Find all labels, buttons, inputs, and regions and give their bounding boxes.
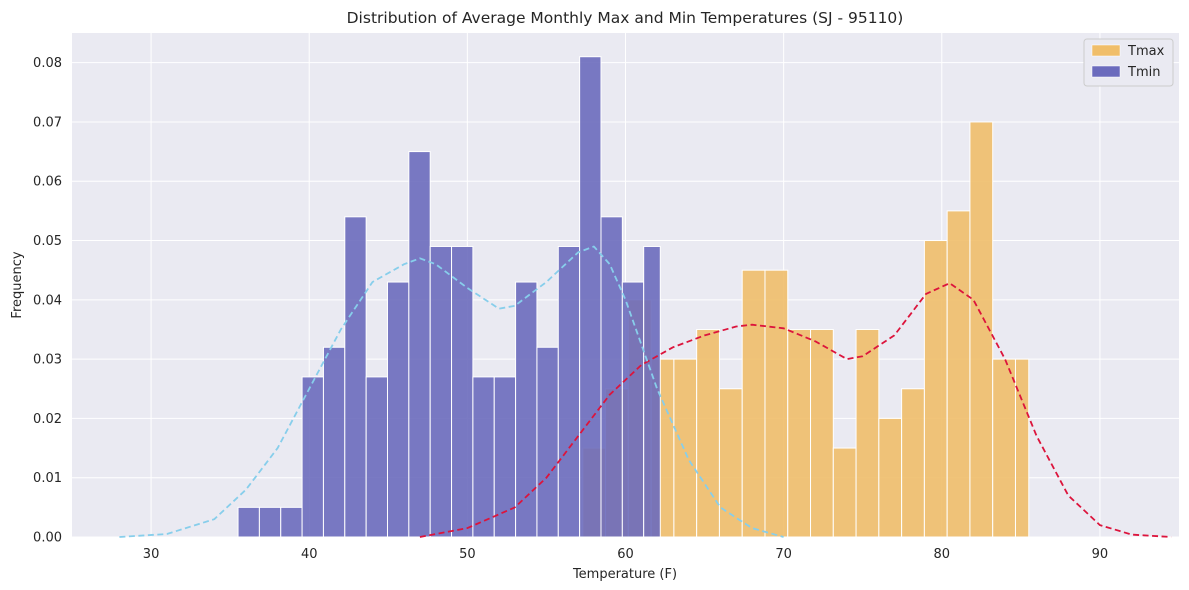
y-tick-label: 0.02 <box>33 412 62 427</box>
tmax-bar <box>969 121 994 538</box>
tmin-bar <box>258 506 282 538</box>
tmin-bar <box>515 281 538 538</box>
y-tick-label: 0.03 <box>33 353 62 368</box>
x-tick-label: 80 <box>934 547 951 562</box>
tmin-bar <box>365 376 388 538</box>
legend-label-tmax: Tmax <box>1127 44 1165 59</box>
tmin-bar <box>579 56 602 538</box>
tmax-bar <box>946 210 971 538</box>
y-tick-label: 0.07 <box>33 115 62 130</box>
tmax-bar <box>901 388 925 538</box>
y-tick-label: 0.05 <box>33 234 62 249</box>
tmin-bar <box>643 245 661 538</box>
x-tick-label: 90 <box>1092 547 1109 562</box>
legend-swatch-tmax <box>1091 44 1121 57</box>
tmin-bar <box>344 216 367 538</box>
tmax-bar <box>673 358 698 538</box>
tmin-bar <box>536 346 559 538</box>
legend: Tmax Tmin <box>1083 38 1174 87</box>
x-tick-label: 40 <box>301 547 318 562</box>
tmax-bar <box>878 417 903 538</box>
y-tick-label: 0.06 <box>33 175 62 190</box>
tmin-bar <box>301 376 324 538</box>
x-tick-label: 50 <box>459 547 476 562</box>
x-axis-label: Temperature (F) <box>572 567 677 582</box>
tmax-bar <box>1014 358 1030 538</box>
y-tick-label: 0.04 <box>33 293 62 308</box>
tmin-bar <box>493 376 517 538</box>
tmin-bar <box>600 216 623 538</box>
tmin-bar <box>280 506 303 538</box>
kde-curves <box>119 245 1172 538</box>
x-axis-ticks: 30 40 50 60 70 80 90 <box>143 547 1108 562</box>
x-tick-label: 70 <box>775 547 792 562</box>
chart-title: Distribution of Average Monthly Max and … <box>347 9 904 27</box>
y-axis-ticks: 0.00 0.01 0.02 0.03 0.04 0.05 0.06 0.07 0.08 <box>33 56 62 545</box>
tmax-bar <box>810 328 834 538</box>
x-tick-label: 60 <box>617 547 634 562</box>
tmin-kde-line <box>119 245 784 538</box>
y-tick-label: 0.08 <box>33 56 62 71</box>
tmin-bar <box>386 281 410 538</box>
tmin-bar <box>408 151 431 538</box>
x-tick-label: 30 <box>143 547 160 562</box>
tmax-kde-line <box>419 282 1172 538</box>
tmax-bar <box>696 328 720 538</box>
tmin-bar <box>557 245 581 538</box>
legend-swatch-tmin <box>1091 65 1121 78</box>
tmax-bar <box>992 358 1016 538</box>
y-tick-label: 0.00 <box>33 531 62 546</box>
legend-label-tmin: Tmin <box>1127 65 1160 80</box>
tmin-bar <box>429 245 453 538</box>
tmin-bar <box>237 506 260 538</box>
tmax-bar <box>855 328 880 538</box>
tmin-bar <box>472 376 495 538</box>
tmin-bars <box>237 56 661 538</box>
y-tick-label: 0.01 <box>33 471 62 486</box>
tmax-bar <box>764 269 789 538</box>
y-axis-label: Frequency <box>10 251 25 318</box>
tmax-bar <box>741 269 766 538</box>
tmax-bar <box>832 447 857 538</box>
tmax-bar <box>787 328 812 538</box>
tmin-bar <box>322 346 346 538</box>
